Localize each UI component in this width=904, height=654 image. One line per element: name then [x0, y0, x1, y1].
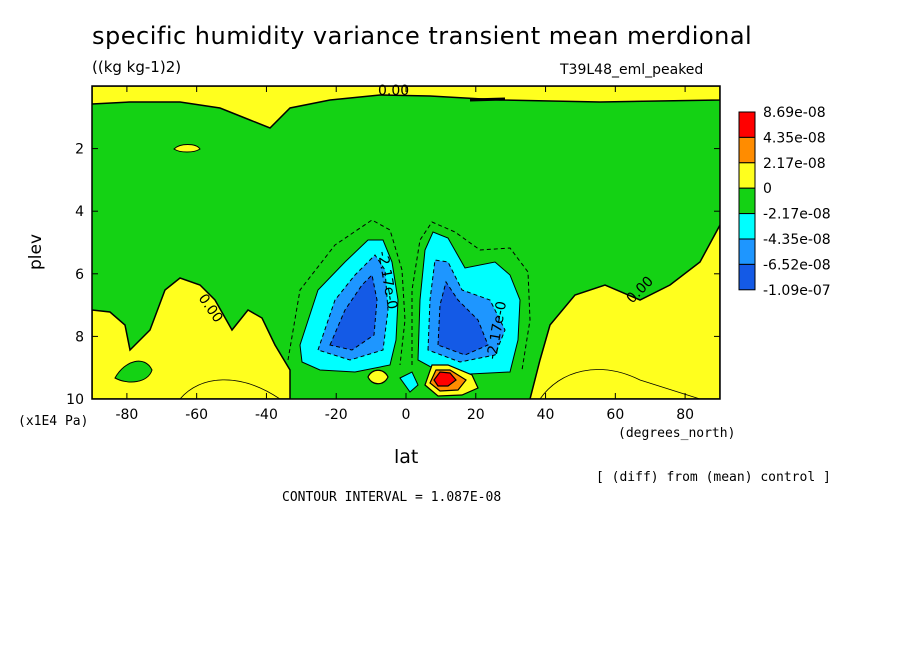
x-axis-label: lat [394, 446, 419, 468]
run-label: T39L48_eml_peaked [560, 62, 704, 78]
colorbar-label: 0 [763, 181, 772, 197]
y-tick-label: 2 [75, 142, 84, 158]
contour-left-thin [179, 379, 281, 399]
colorbar: 8.69e-08 4.35e-08 2.17e-08 0 -2.17e-08 -4.35e… [738, 105, 831, 299]
contour-interval: CONTOUR INTERVAL = 1.087E-08 [282, 490, 502, 505]
region-peak-red [433, 371, 457, 387]
region-small-cyan [399, 371, 419, 393]
y-axis: 2 4 6 8 10 [66, 142, 720, 408]
x-tick-label: 0 [402, 407, 411, 423]
contour-outer-left [287, 219, 406, 366]
colorbar-swatch [738, 111, 756, 138]
x-tick-label: 40 [537, 407, 555, 423]
contour-outer-right [411, 221, 531, 371]
region-right-dark-blue [437, 280, 489, 356]
colorbar-label: -6.52e-08 [763, 257, 831, 273]
colorbar-label: 2.17e-08 [763, 156, 826, 172]
y-tick-label: 10 [66, 392, 84, 408]
colorbar-swatch [738, 213, 756, 240]
contour-top-line [469, 97, 506, 102]
colorbar-label: -4.35e-08 [763, 232, 831, 248]
contour-label-top: 0.00 [378, 83, 409, 99]
x-tick-label: -40 [255, 407, 278, 423]
colorbar-label: 4.35e-08 [763, 130, 826, 146]
x-tick-label: -80 [115, 407, 138, 423]
colorbar-label: -2.17e-08 [763, 207, 831, 223]
colorbar-swatch [738, 136, 756, 164]
region-left-green-pocket [114, 360, 153, 383]
x-tick-label: 60 [606, 407, 624, 423]
region-top-yellow [92, 86, 720, 129]
region-small-yellow [173, 144, 201, 153]
x-units: (degrees_north) [618, 426, 736, 441]
x-tick-label: -20 [325, 407, 348, 423]
y-tick-label: 4 [75, 204, 84, 220]
x-tick-label: 20 [467, 407, 485, 423]
colorbar-swatch [738, 263, 756, 291]
diff-note: [ (diff) from (mean) control ] [596, 470, 831, 485]
colorbar-swatch [738, 162, 756, 189]
region-right-yellow [529, 224, 720, 399]
chart-units: ((kg kg-1)2) [92, 58, 182, 76]
region-left-dark-blue [329, 273, 378, 351]
x-tick-label: -60 [185, 407, 208, 423]
y-axis-label: plev [26, 233, 46, 270]
chart-title: specific humidity variance transient mea… [92, 22, 753, 50]
y-tick-label: 8 [75, 329, 84, 345]
y-tick-label: 6 [75, 267, 84, 283]
x-tick-label: 80 [676, 407, 694, 423]
x-axis: -80 -60 -40 -20 0 20 40 60 80 [115, 86, 694, 423]
y-units: (x1E4 Pa) [18, 414, 89, 429]
colorbar-swatch [738, 238, 756, 265]
colorbar-label: 8.69e-08 [763, 105, 826, 121]
colorbar-label: -1.09e-07 [763, 283, 831, 299]
contour-fill [92, 86, 720, 399]
region-small-peak [367, 369, 389, 385]
colorbar-swatch [738, 187, 756, 215]
contour-right-thin [539, 369, 701, 399]
